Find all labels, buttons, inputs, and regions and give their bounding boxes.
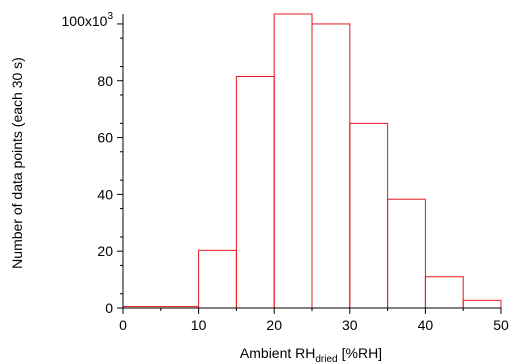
y-tick-label: 0 — [105, 300, 113, 316]
x-tick-label: 0 — [119, 317, 127, 333]
x-tick-label: 20 — [266, 317, 282, 333]
histogram-bar — [198, 249, 237, 309]
y-top-tick-exp: 3 — [107, 11, 113, 22]
y-top-tick-base: 100x10 — [62, 13, 108, 29]
y-tick-label-top: 100x103 — [62, 11, 114, 29]
x-tick-label: 40 — [418, 317, 434, 333]
x-ticks-group: 0 10 20 30 40 50 — [119, 308, 509, 333]
x-axis-label-main: Ambient RH — [240, 345, 315, 361]
y-tick-label: 20 — [97, 243, 113, 259]
x-axis-label: Ambient RHdried [%RH] — [240, 345, 382, 362]
histogram-bar — [349, 122, 389, 309]
histogram-bar — [387, 198, 426, 309]
y-ticks-group: 0 20 40 60 80 — [97, 23, 123, 316]
x-axis-label-unit: [%RH] — [342, 345, 382, 361]
bars-group — [122, 13, 502, 309]
x-tick-label: 50 — [493, 317, 509, 333]
y-tick-label: 80 — [97, 73, 113, 89]
x-tick-label: 10 — [191, 317, 207, 333]
histogram-bar — [235, 75, 275, 309]
histogram-bar — [311, 23, 351, 309]
y-axis-label: Number of data points (each 30 s) — [9, 57, 25, 269]
histogram-bar — [462, 299, 502, 309]
y-tick-label: 60 — [97, 130, 113, 146]
x-tick-label: 30 — [342, 317, 358, 333]
y-tick-label: 40 — [97, 186, 113, 202]
x-axis-label-sub: dried — [315, 354, 337, 362]
histogram-bar — [273, 13, 313, 309]
histogram-bar — [424, 276, 464, 309]
